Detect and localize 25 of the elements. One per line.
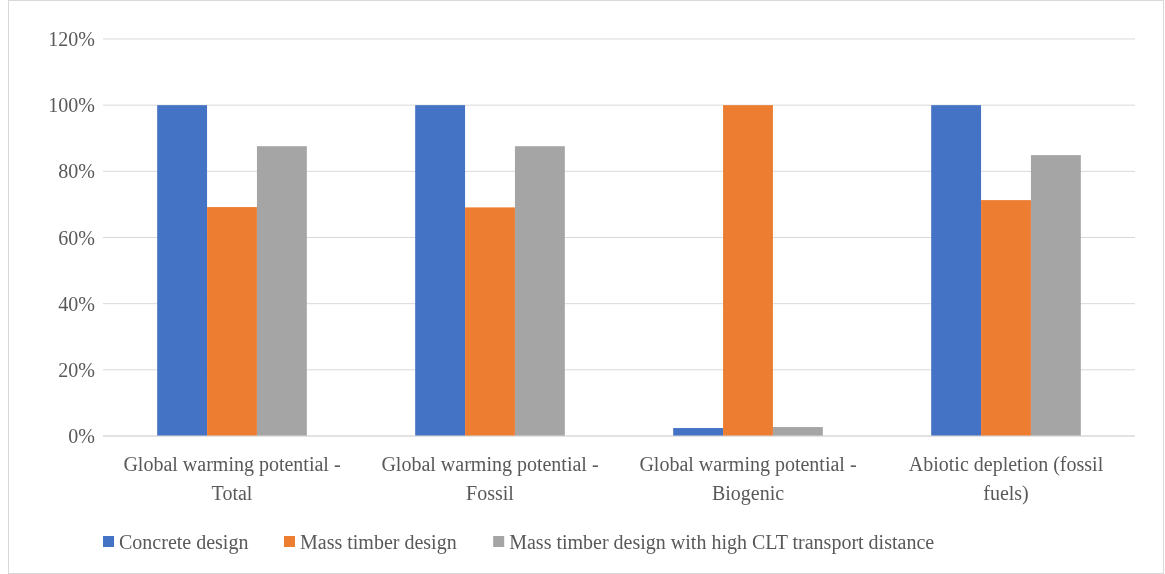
bar <box>256 146 307 436</box>
x-tick-label: Global warming potential - Total <box>123 453 341 504</box>
x-tick-label: Abiotic depletion (fossil fuels) <box>908 453 1104 505</box>
legend-label: Concrete design <box>119 531 249 554</box>
bar <box>723 105 773 436</box>
bar <box>772 427 823 436</box>
y-tick-label: 60% <box>58 226 95 249</box>
y-tick-label: 20% <box>58 358 95 381</box>
bar <box>207 207 257 436</box>
y-tick-label: 120% <box>48 28 95 50</box>
x-tick-label: Global warming potential - Biogenic <box>639 453 857 505</box>
legend-label: Mass timber design <box>300 531 457 554</box>
bar <box>157 105 208 436</box>
bar <box>415 105 466 436</box>
x-tick-label: Global warming potential - Fossil <box>381 453 599 504</box>
bar <box>514 146 565 436</box>
y-tick-label: 40% <box>58 292 95 315</box>
y-tick-label: 0% <box>68 425 95 447</box>
y-tick-label: 100% <box>48 94 95 117</box>
bar <box>1030 155 1081 436</box>
bar <box>931 105 982 436</box>
legend-label: Mass timber design with high CLT transport distance <box>509 531 935 554</box>
bar <box>465 207 515 436</box>
y-tick-label: 80% <box>58 160 95 183</box>
bar <box>981 200 1031 436</box>
